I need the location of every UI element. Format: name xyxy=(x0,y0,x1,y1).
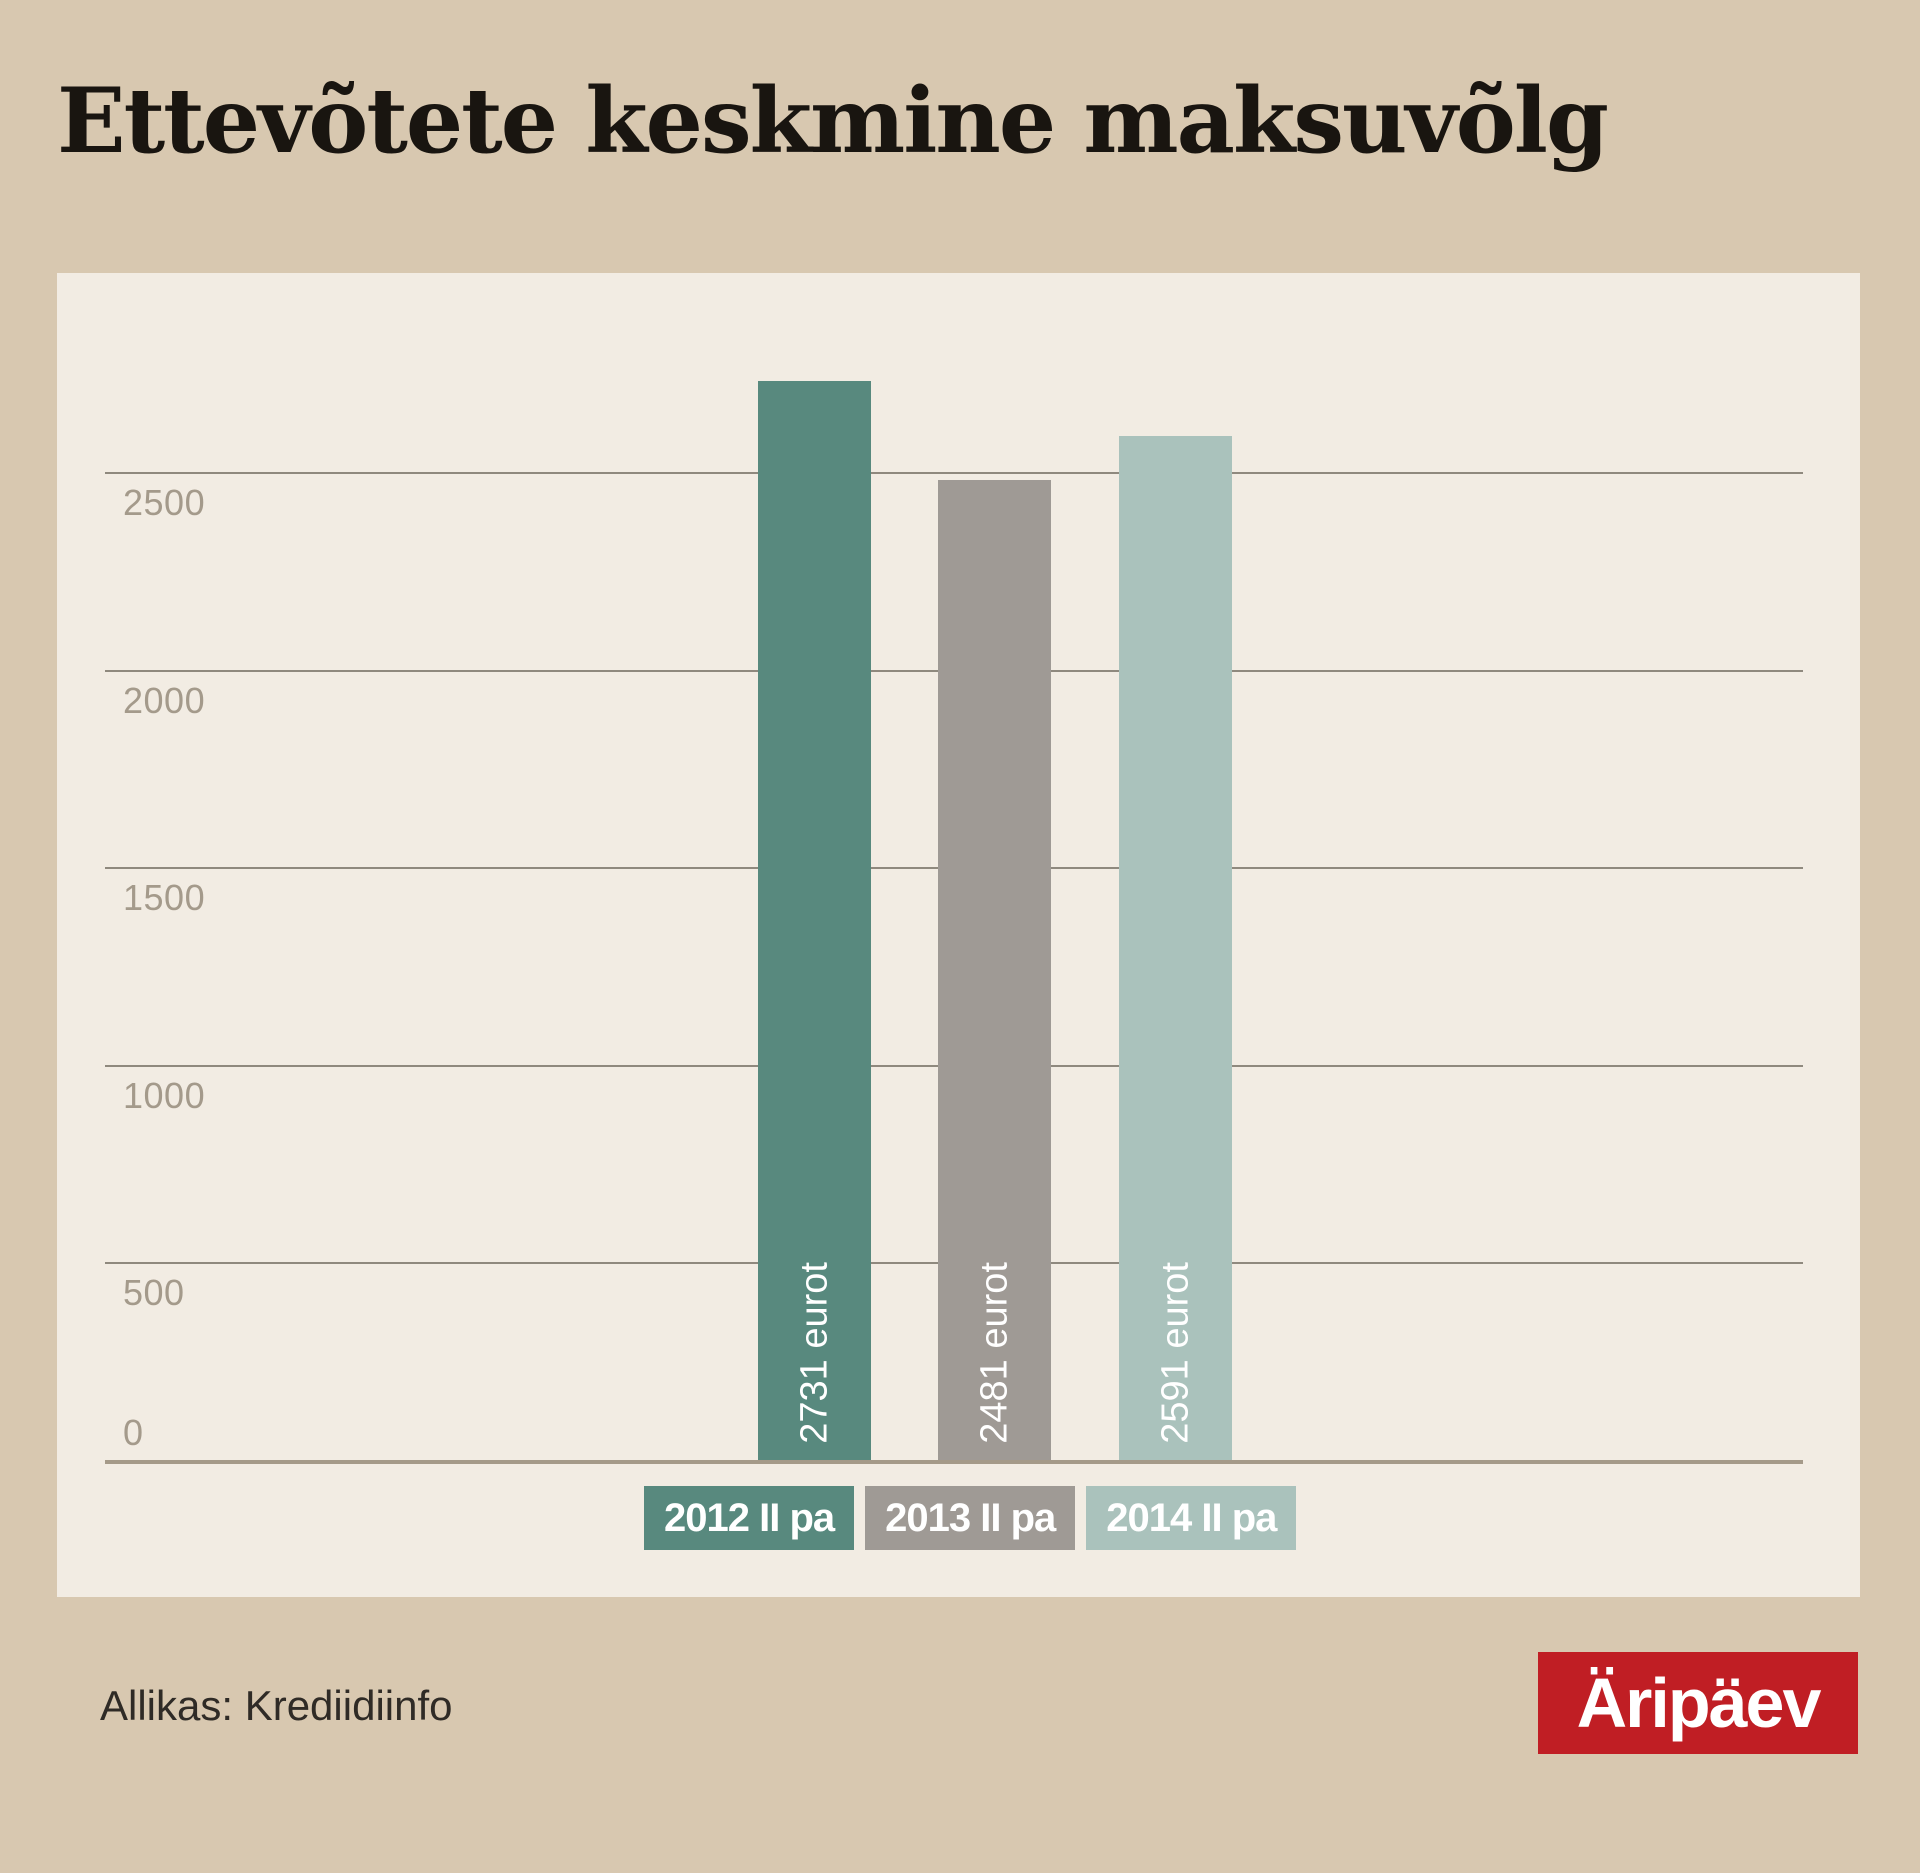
y-tick-label: 2500 xyxy=(123,482,206,523)
chart-legend: 2012 II pa 2013 II pa 2014 II pa xyxy=(644,1486,1297,1550)
aripaev-logo-text: Äripäev xyxy=(1576,1664,1822,1742)
bar: 2591 eurot xyxy=(1119,436,1232,1460)
legend-item: 2013 II pa xyxy=(865,1486,1076,1550)
y-tick-label: 1000 xyxy=(123,1074,206,1116)
chart-panel: 2012 II pa 2013 II pa 2014 II pa 0 500 1000 1… xyxy=(57,273,1860,1597)
y-tick-label: 2000 xyxy=(123,679,206,721)
y-tick-label: 0 xyxy=(123,1412,144,1453)
x-axis-line xyxy=(105,1460,1803,1464)
source-caption: Allikas: Krediidiinfo xyxy=(100,1682,453,1729)
y-tick-label: 1500 xyxy=(123,877,206,919)
bar-value-label: 2591 eurot xyxy=(1154,1262,1196,1444)
bar-value-label: 2731 eurot xyxy=(793,1262,835,1444)
bar-value-label: 2481 eurot xyxy=(973,1262,1015,1444)
legend-item: 2014 II pa xyxy=(1086,1486,1297,1550)
bar: 2481 eurot xyxy=(938,480,1051,1460)
legend-item: 2012 II pa xyxy=(644,1486,855,1550)
aripaev-logo: Äripäev xyxy=(1538,1652,1858,1754)
y-tick-label: 500 xyxy=(123,1272,185,1314)
gridline xyxy=(105,472,1803,474)
bar: 2731 eurot xyxy=(758,381,871,1460)
page-title: Ettevõtete keskmine maksuvõlg xyxy=(57,68,1609,174)
